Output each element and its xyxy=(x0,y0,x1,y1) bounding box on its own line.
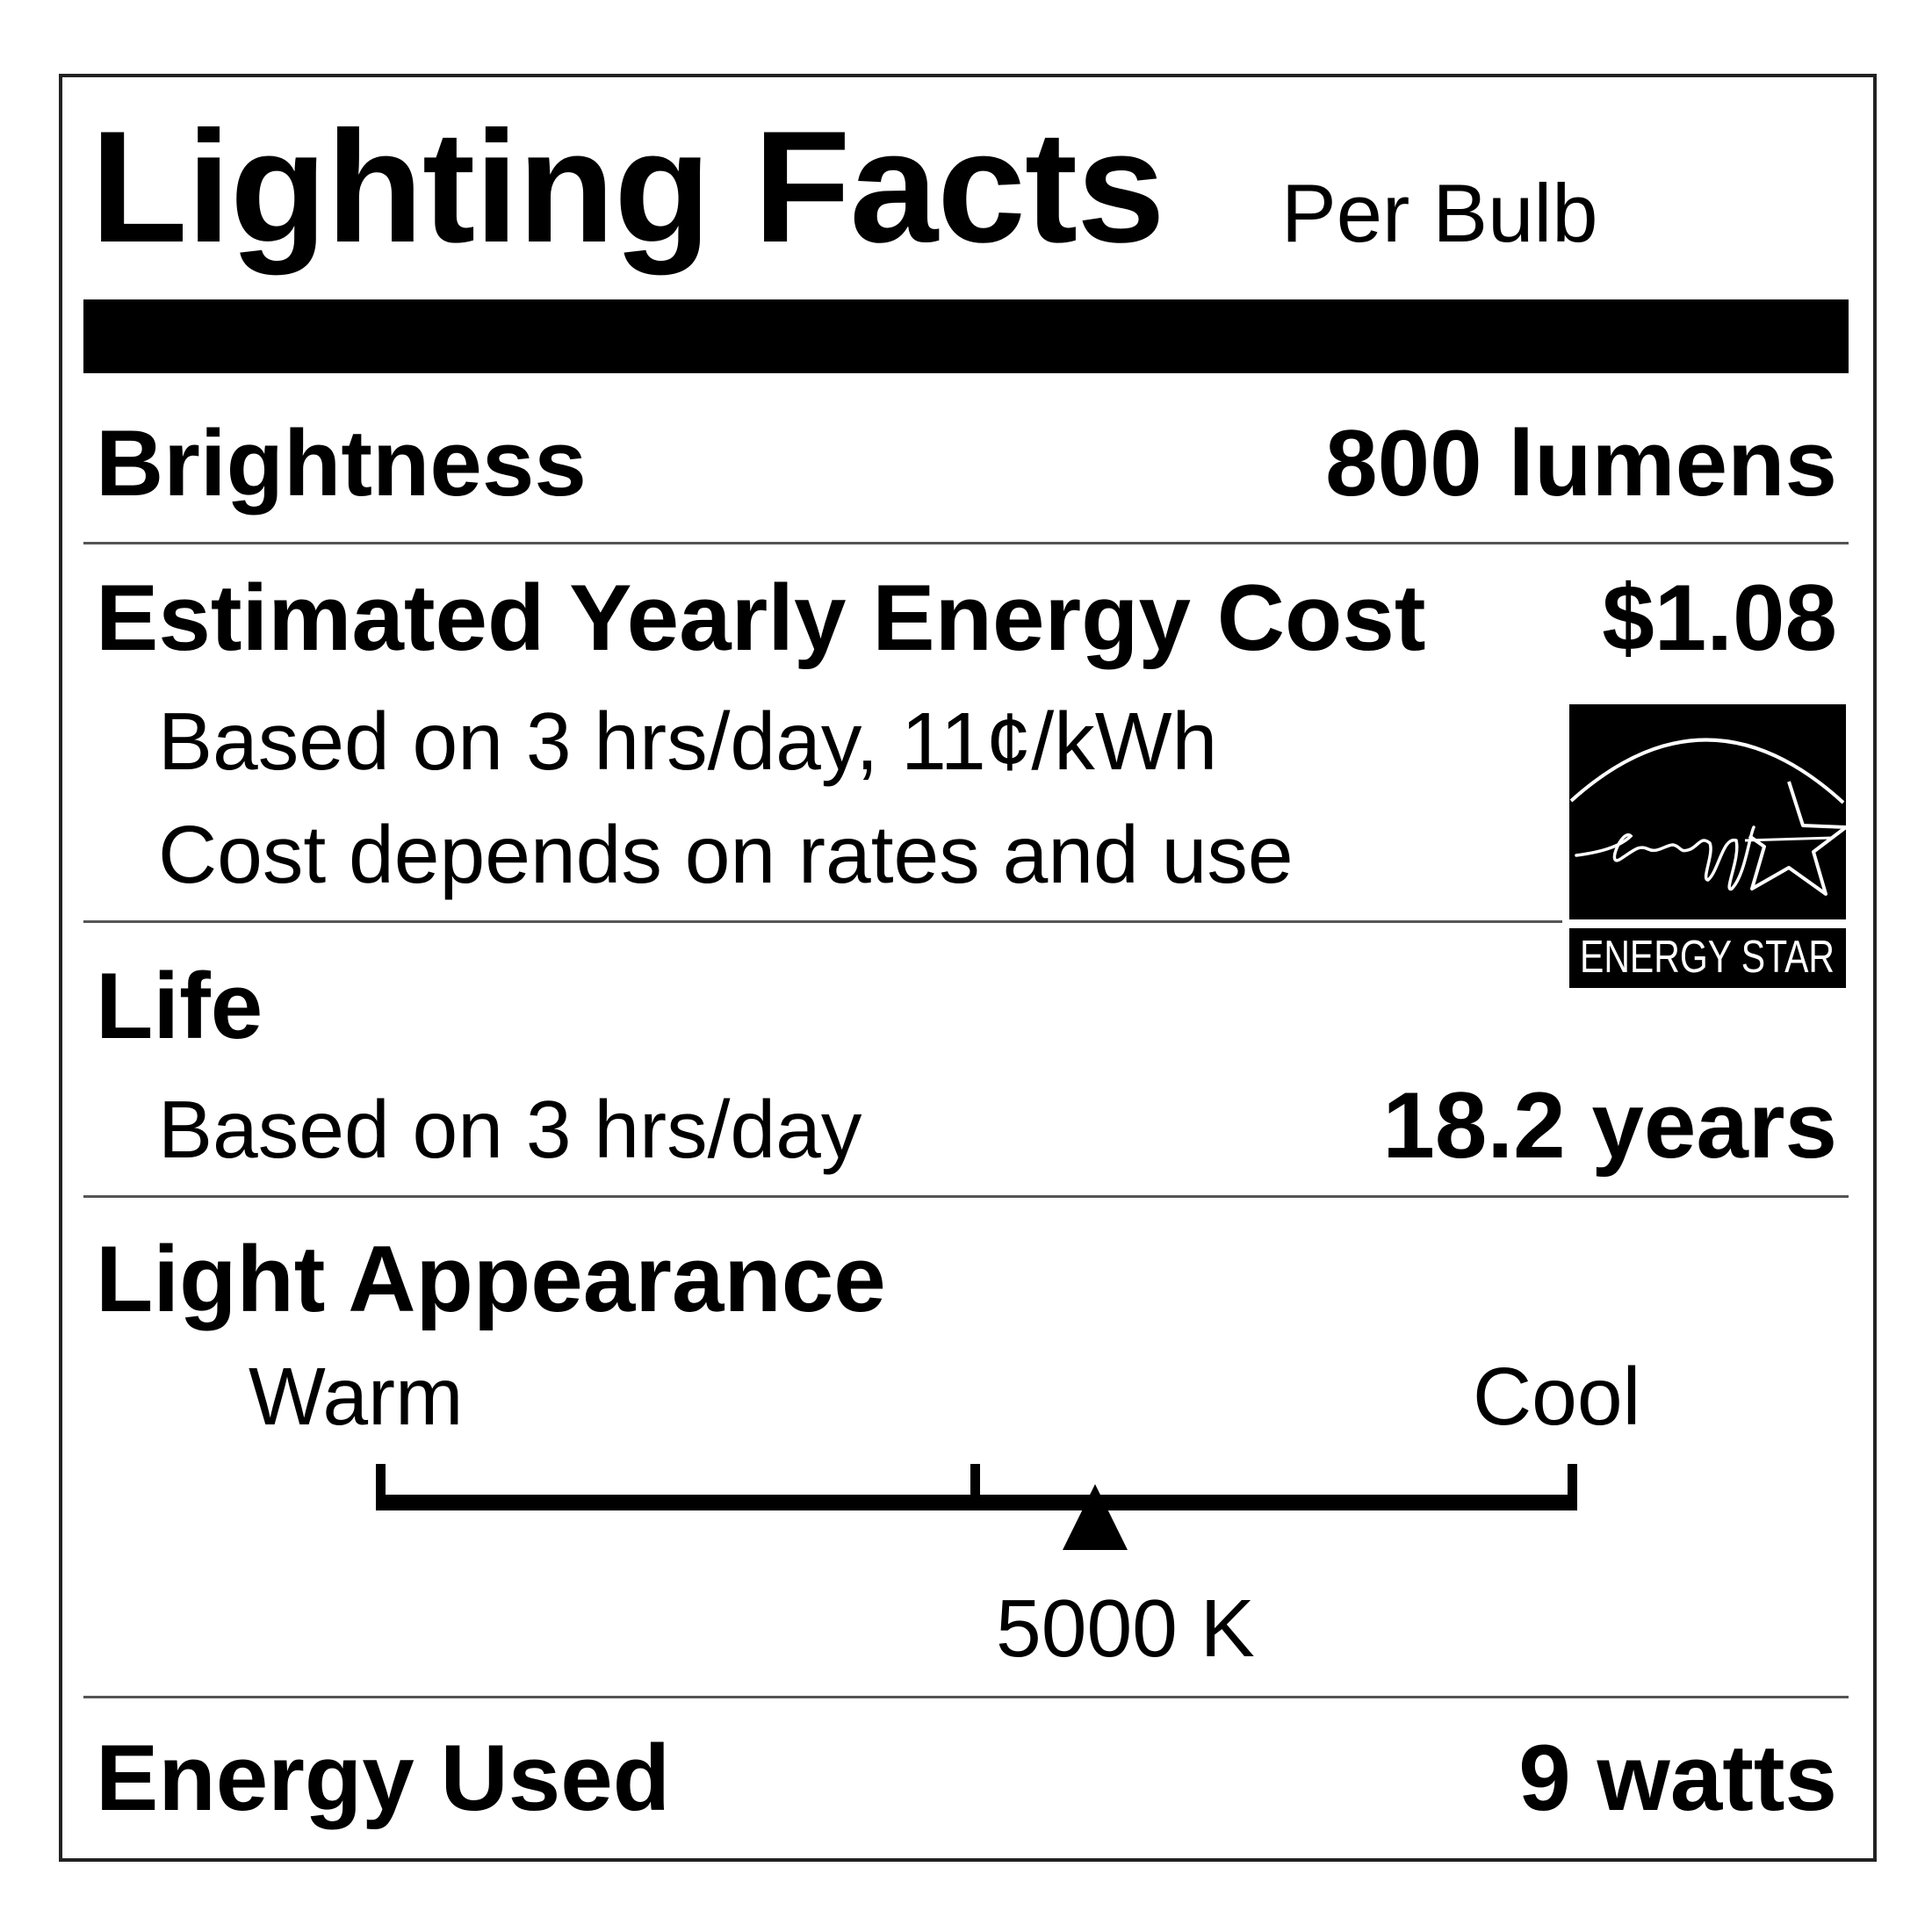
divider xyxy=(83,1696,1849,1698)
svg-text:ENERGY STAR: ENERGY STAR xyxy=(1580,932,1835,983)
energy-cost-value: $1.08 xyxy=(1602,565,1837,670)
energy-used-label: Energy Used xyxy=(96,1725,671,1830)
cool-label: Cool xyxy=(1473,1351,1641,1442)
star-icon xyxy=(1748,781,1846,896)
life-value: 18.2 years xyxy=(1382,1072,1837,1178)
brightness-value: 800 lumens xyxy=(1325,410,1837,515)
life-label: Life xyxy=(96,953,263,1058)
scale-tick-middle xyxy=(970,1464,980,1510)
divider xyxy=(83,1195,1849,1198)
life-note: Based on 3 hrs/day xyxy=(158,1084,862,1175)
divider xyxy=(83,542,1849,544)
color-temperature-value: 5000 K xyxy=(996,1582,1255,1674)
energy-cost-label: Estimated Yearly Energy Cost xyxy=(96,565,1426,670)
label-subtitle: Per Bulb xyxy=(1281,167,1598,259)
energy-star-logo: ENERGY STAR xyxy=(1569,704,1846,988)
light-appearance-label: Light Appearance xyxy=(96,1226,886,1331)
energy-cost-note-basis: Based on 3 hrs/day, 11¢/kWh xyxy=(158,696,1218,787)
color-temperature-marker-icon xyxy=(1063,1484,1128,1550)
brightness-label: Brightness xyxy=(96,410,587,515)
scale-tick-left xyxy=(376,1464,386,1510)
energy-script-icon xyxy=(1575,825,1755,890)
energy-used-value: 9 watts xyxy=(1518,1725,1837,1830)
scale-tick-right xyxy=(1568,1464,1577,1510)
label-title: Lighting Facts xyxy=(90,98,1165,276)
warm-label: Warm xyxy=(249,1351,464,1442)
label-border xyxy=(59,74,1877,1862)
title-divider-bar xyxy=(83,299,1849,373)
divider xyxy=(83,920,1562,923)
energy-cost-note-rates: Cost depends on rates and use xyxy=(158,809,1294,900)
